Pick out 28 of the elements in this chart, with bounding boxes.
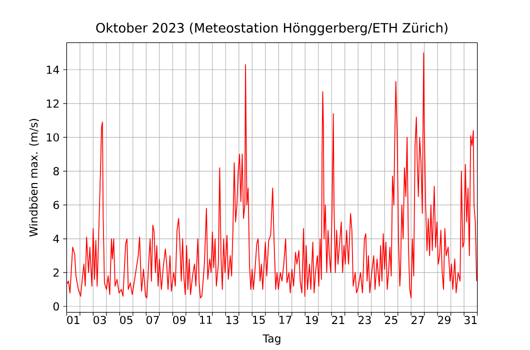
y-tick-label: 2 [54, 268, 59, 277]
x-tick-label: 13 [226, 316, 238, 324]
x-tick-label: 09 [173, 316, 186, 324]
x-tick-label: 01 [67, 316, 80, 324]
y-tick-label: 12 [46, 99, 59, 108]
y-tick-label: 6 [53, 200, 59, 210]
y-tick-label: 0 [53, 302, 59, 311]
y-tick-label: 10 [46, 133, 59, 142]
x-tick-label: 03 [94, 316, 106, 324]
x-tick-label: 25 [385, 316, 398, 324]
x-tick-label: 15 [252, 316, 265, 324]
x-tick-label: 19 [306, 316, 318, 324]
x-tick-label: 11 [200, 316, 212, 324]
y-axis-title: Windböen max. (m/s) [29, 118, 39, 237]
x-tick-label: 21 [332, 316, 344, 324]
x-tick-label: 23 [358, 316, 371, 324]
x-tick-label: 17 [279, 316, 292, 324]
x-axis-title: Tag [262, 334, 280, 345]
x-tick-label: 27 [412, 316, 424, 324]
y-tick-label: 8 [53, 167, 59, 176]
y-tick-label: 14 [46, 66, 60, 74]
x-tick-label: 29 [438, 316, 450, 324]
x-tick-label: 05 [120, 316, 132, 324]
line-series [66, 52, 478, 298]
chart-title: Oktober 2023 (Meteostation Hönggerberg/ETH Zürich) [96, 22, 448, 36]
y-tick-label: 4 [53, 234, 60, 243]
x-tick-label: 07 [146, 316, 159, 324]
x-tick-label: 31 [464, 316, 477, 324]
